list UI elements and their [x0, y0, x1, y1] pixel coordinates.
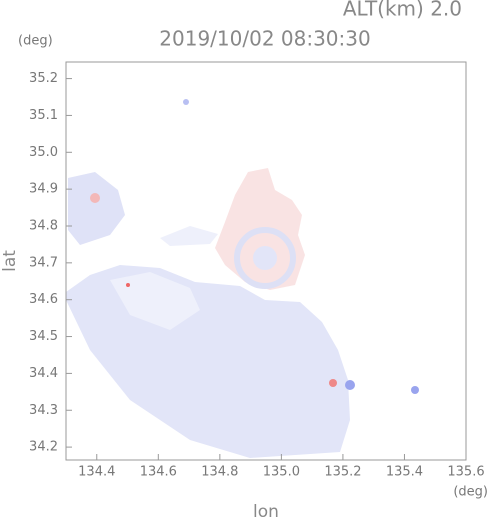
altitude-label: ALT(km) 2.0 — [343, 0, 462, 21]
x-axis-label: lon — [253, 502, 279, 521]
y-tick-label: 34.5 — [29, 329, 58, 344]
radar-field — [66, 99, 419, 458]
x-tick-label: 135.0 — [263, 465, 300, 480]
plot-frame — [65, 61, 467, 461]
y-tick-label: 35.0 — [29, 145, 58, 160]
y-tick-label: 35.1 — [29, 108, 58, 123]
y-tick-label: 34.3 — [29, 403, 58, 418]
y-tick-label: 34.8 — [29, 218, 58, 233]
x-tick-label: 134.4 — [78, 465, 115, 480]
x-tick-label: 135.6 — [447, 465, 484, 480]
y-axis-label: lat — [0, 250, 20, 272]
y-tick-label: 34.6 — [29, 292, 58, 307]
x-tick-label: 135.4 — [386, 465, 423, 480]
x-unit: (deg) — [453, 485, 488, 500]
y-tick-label: 35.2 — [29, 71, 58, 86]
y-tick-label: 34.9 — [29, 182, 58, 197]
x-tick-label: 135.2 — [324, 465, 361, 480]
y-tick-label: 34.4 — [29, 366, 58, 381]
y-unit: (deg) — [18, 34, 53, 49]
y-tick-label: 34.2 — [29, 440, 58, 455]
x-tick-label: 134.8 — [201, 465, 238, 480]
x-tick-label: 134.6 — [140, 465, 177, 480]
y-tick-label: 34.7 — [29, 255, 58, 270]
chart-title: 2019/10/02 08:30:30 — [159, 27, 370, 51]
